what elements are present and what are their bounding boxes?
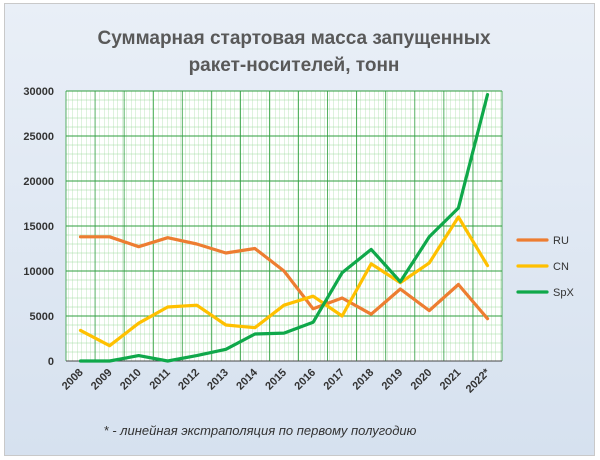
- y-tick-label: 10000: [23, 266, 54, 278]
- x-tick-label: 2020: [409, 367, 435, 393]
- footnote: * - линейная экстраполяция по первому по…: [104, 423, 417, 438]
- legend: RU CN SpX: [516, 235, 574, 299]
- y-tick-label: 20000: [23, 176, 54, 188]
- series-group: [78, 92, 490, 363]
- x-tick-label: 2008: [60, 367, 86, 393]
- y-axis: 0 5000 10000 15000 20000 25000 30000: [23, 86, 54, 368]
- x-tick-label: 2010: [118, 367, 144, 393]
- y-tick-label: 15000: [23, 221, 54, 233]
- x-tick-label: 2022*: [464, 366, 493, 395]
- x-tick-label: 2015: [263, 367, 289, 393]
- x-tick-label: 2019: [380, 367, 406, 393]
- y-tick-label: 0: [48, 356, 54, 368]
- line-chart: Суммарная стартовая масса запущенных рак…: [23, 28, 574, 438]
- x-tick-label: 2012: [176, 367, 202, 393]
- x-tick-label: 2021: [438, 367, 464, 393]
- x-tick-label: 2016: [292, 367, 318, 393]
- y-tick-label: 25000: [23, 131, 54, 143]
- series-line-ru: [78, 235, 490, 321]
- chart-card: Суммарная стартовая масса запущенных рак…: [4, 3, 595, 456]
- y-tick-label: 5000: [30, 311, 54, 323]
- x-tick-label: 2011: [147, 367, 172, 392]
- x-tick-label: 2014: [234, 366, 260, 392]
- chart-title-line-1: Суммарная стартовая масса запущенных: [97, 28, 490, 49]
- x-tick-label: 2009: [89, 367, 115, 393]
- x-tick-label: 2013: [205, 367, 231, 393]
- legend-label-cn: CN: [553, 261, 569, 273]
- series-line-spx: [78, 92, 490, 363]
- x-axis: 2008 2009 2010 2011 2012 2013 2014 2015 2016 2017…: [60, 366, 493, 395]
- y-tick-label: 30000: [23, 86, 54, 98]
- series-line-cn: [78, 215, 490, 348]
- legend-label-spx: SpX: [553, 287, 574, 299]
- chart-title-line-2: ракет-носителей, тонн: [189, 55, 400, 76]
- x-tick-label: 2017: [321, 367, 347, 393]
- x-tick-label: 2018: [351, 367, 377, 393]
- legend-label-ru: RU: [553, 235, 569, 247]
